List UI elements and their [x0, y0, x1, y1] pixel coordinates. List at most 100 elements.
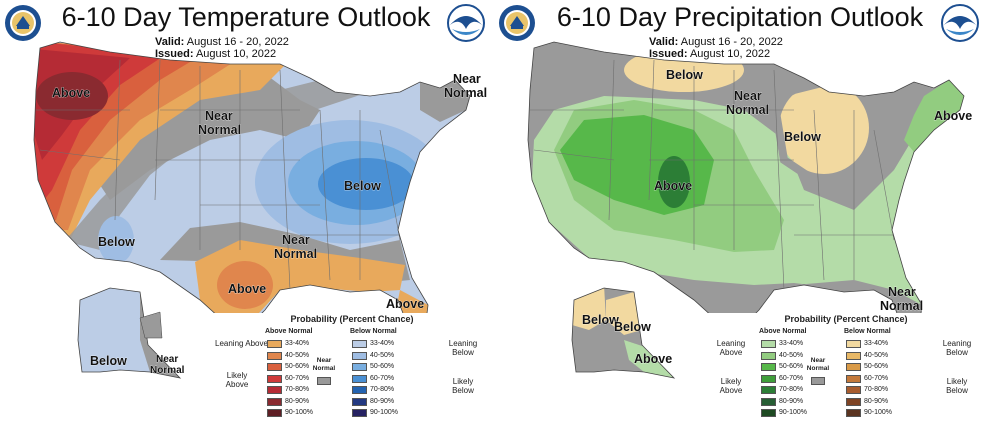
legend-range-below: 80-90%: [370, 397, 395, 405]
legend-range-above: 33-40%: [779, 340, 804, 347]
map-label-above-alaska: Above: [634, 352, 672, 366]
legend-swatch-above: [761, 386, 776, 394]
legend-range-below: 60-70%: [864, 374, 889, 382]
legend-swatch-above: [761, 374, 776, 383]
legend-range-above: 90-100%: [285, 409, 314, 416]
legend-swatch-below: [846, 374, 861, 383]
legend-range-above: 70-80%: [779, 386, 804, 393]
doc-seal-icon: [499, 5, 535, 41]
legend-range-below: 70-80%: [370, 386, 395, 393]
legend-swatch-above: [267, 374, 282, 383]
state-boundaries: [36, 59, 420, 291]
legend-swatch-below: [846, 363, 861, 371]
legend-swatch-above: [761, 409, 776, 417]
map-label-above-florida: Above: [386, 297, 424, 311]
legend-range-above: 60-70%: [779, 374, 804, 382]
near-normal-label: Near Normal: [806, 357, 830, 372]
map-label-below-southwest: Below: [98, 235, 135, 249]
legend-range-above: 50-60%: [779, 363, 804, 370]
map-label-below-alaska-east: Below: [614, 320, 651, 334]
legend-swatch-above: [267, 397, 282, 406]
legend-range-below: 60-70%: [370, 374, 395, 382]
temperature-map: Above Near Normal Near Normal Below Below …: [33, 41, 487, 379]
map-label-near-normal-south: Near Normal: [274, 233, 317, 261]
legend-range-below: 50-60%: [370, 363, 395, 370]
legend-range-below: 50-60%: [864, 363, 889, 370]
legend-range-above: 50-60%: [285, 363, 310, 370]
map-label-near-normal-northeast: Near Normal: [444, 72, 487, 100]
likely-above-label: Likely Above: [719, 377, 743, 395]
precipitation-outlook-panel: 6-10 Day Precipitation Outlook Valid: Au…: [494, 0, 988, 434]
legend-swatch-above: [761, 340, 776, 348]
map-label-near-normal-north: Near Normal: [726, 89, 769, 117]
near-normal-label: Near Normal: [312, 357, 336, 372]
legend-range-below: 90-100%: [864, 409, 893, 416]
noaa-logo-icon: [447, 4, 485, 42]
legend-swatch-below: [846, 351, 861, 360]
precipitation-valid: Valid: August 16 - 20, 2022: [649, 36, 783, 48]
temperature-legend: Probability (Percent Chance) Above Norma…: [213, 313, 491, 431]
legend-swatch-above: [267, 409, 282, 417]
precipitation-issued: Issued: August 10, 2022: [649, 48, 771, 60]
precipitation-map: Below Near Normal Below Above Above Near N…: [527, 41, 973, 379]
legend-range-below: 80-90%: [864, 397, 889, 405]
map-label-below-great-lakes: Below: [784, 130, 821, 144]
leaning-below-label: Leaning Below: [448, 339, 478, 357]
precipitation-legend: Probability (Percent Chance) Above Norma…: [707, 313, 985, 431]
map-label-near-normal-north: Near Normal: [198, 109, 241, 137]
legend-swatch-below: [846, 386, 861, 394]
temperature-valid: Valid: August 16 - 20, 2022: [155, 36, 289, 48]
legend-range-above: 80-90%: [779, 397, 804, 405]
doc-seal-icon: [5, 5, 41, 41]
temperature-issued: Issued: August 10, 2022: [155, 48, 277, 60]
map-label-above-texas: Above: [228, 282, 266, 296]
legend-range-below: 70-80%: [864, 386, 889, 393]
legend-swatch-below: [846, 397, 861, 406]
map-label-above-northwest: Above: [52, 86, 90, 100]
likely-below-label: Likely Below: [946, 377, 968, 395]
map-label-below-north: Below: [666, 68, 703, 82]
legend-range-above: 40-50%: [285, 351, 310, 359]
legend-range-below: 40-50%: [864, 351, 889, 359]
legend-range-above: 70-80%: [285, 386, 310, 393]
legend-range-above: 40-50%: [779, 351, 804, 359]
legend-swatch-above: [761, 363, 776, 371]
legend-swatch-below: [352, 340, 367, 348]
legend-swatch-below: [352, 351, 367, 360]
leaning-above-label: Leaning Above: [716, 339, 746, 357]
legend-swatch-above: [267, 351, 282, 360]
leaning-below-label: Leaning Below: [942, 339, 972, 357]
map-label-below-alaska-west: Below: [582, 313, 619, 327]
precipitation-title: 6-10 Day Precipitation Outlook: [556, 2, 924, 32]
legend-swatch-below: [352, 374, 367, 383]
likely-above-label: Likely Above: [225, 371, 249, 389]
legend-swatch-below: [352, 397, 367, 406]
map-label-above-northeast: Above: [934, 109, 972, 123]
legend-range-above: 33-40%: [285, 340, 310, 347]
map-label-normal: Normal: [198, 123, 241, 137]
legend-range-below: 90-100%: [370, 409, 399, 416]
legend-swatch-above: [267, 386, 282, 394]
map-label-near-normal-south: Near Normal: [880, 285, 923, 313]
legend-swatch-below: [352, 409, 367, 417]
legend-swatch-below: [846, 409, 861, 417]
legend-swatch-below: [846, 340, 861, 348]
legend-swatch-above: [761, 397, 776, 406]
likely-below-label: Likely Below: [452, 377, 474, 395]
temperature-title: 6-10 Day Temperature Outlook: [61, 2, 431, 32]
map-label-near-normal-alaska: Near Normal: [150, 354, 185, 376]
legend-swatch-below: [352, 363, 367, 371]
legend-range-below: 33-40%: [864, 340, 889, 347]
legend-range-above: 60-70%: [285, 374, 310, 382]
near-normal-swatch: [317, 377, 331, 385]
map-label-below-east: Below: [344, 179, 381, 193]
map-label-below-alaska: Below: [90, 354, 127, 368]
legend-swatch-above: [267, 363, 282, 371]
legend-swatch-above: [761, 351, 776, 360]
legend-range-above: 80-90%: [285, 397, 310, 405]
temperature-outlook-panel: 6-10 Day Temperature Outlook Valid: Augu…: [5, 2, 491, 431]
noaa-logo-icon: [941, 4, 979, 42]
legend-range-above: 90-100%: [779, 409, 808, 416]
near-normal-swatch: [811, 377, 825, 385]
leaning-above-label: Leaning Above: [215, 339, 268, 348]
